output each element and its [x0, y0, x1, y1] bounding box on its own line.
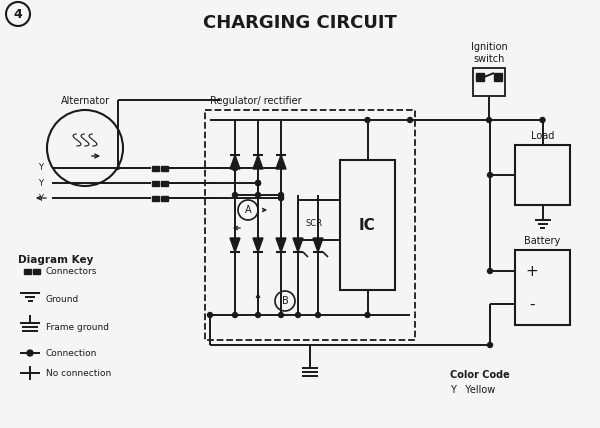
Bar [33, 268, 40, 273]
Text: No connection: No connection [46, 369, 111, 377]
Bar [152, 166, 159, 170]
Circle shape [278, 193, 284, 197]
Bar [340, 160, 395, 290]
Text: Battery: Battery [524, 236, 560, 246]
Text: SCR: SCR [305, 219, 322, 228]
Circle shape [316, 312, 320, 318]
Circle shape [208, 312, 212, 318]
Circle shape [233, 193, 238, 197]
Text: CHARGING CIRCUIT: CHARGING CIRCUIT [203, 14, 397, 32]
Bar [152, 181, 159, 185]
Bar [161, 196, 168, 200]
Text: Ground: Ground [46, 294, 79, 303]
Circle shape [256, 193, 260, 197]
Circle shape [256, 312, 260, 318]
Circle shape [487, 118, 491, 122]
Circle shape [278, 312, 284, 318]
Bar [494, 73, 502, 81]
Text: Y: Y [38, 163, 44, 172]
Polygon shape [253, 155, 263, 169]
Circle shape [278, 196, 284, 200]
Bar [161, 181, 168, 185]
Polygon shape [293, 238, 303, 252]
Text: Diagram Key: Diagram Key [18, 255, 94, 265]
Text: -: - [529, 297, 534, 312]
Text: A: A [245, 205, 251, 215]
Text: Color Code: Color Code [450, 370, 510, 380]
Circle shape [296, 312, 301, 318]
Text: 4: 4 [14, 8, 22, 21]
Circle shape [487, 172, 493, 178]
Bar [476, 73, 484, 81]
Circle shape [233, 312, 238, 318]
Text: Y: Y [38, 178, 44, 187]
Polygon shape [313, 238, 323, 252]
Text: Y: Y [38, 193, 44, 202]
Circle shape [256, 181, 260, 185]
Circle shape [407, 118, 413, 122]
Polygon shape [230, 238, 240, 252]
Circle shape [233, 166, 238, 170]
Bar [161, 166, 168, 170]
Circle shape [256, 181, 260, 185]
Bar [515, 250, 570, 325]
Circle shape [233, 166, 238, 170]
Text: +: + [525, 264, 538, 279]
Bar [24, 268, 31, 273]
Text: Y   Yellow: Y Yellow [450, 385, 495, 395]
Circle shape [487, 268, 493, 273]
Polygon shape [230, 155, 240, 169]
Circle shape [365, 118, 370, 122]
Text: Regulator/ rectifier: Regulator/ rectifier [210, 96, 302, 106]
Text: B: B [281, 296, 289, 306]
Text: IC: IC [359, 217, 376, 232]
Text: Connection: Connection [46, 348, 97, 357]
Polygon shape [253, 238, 263, 252]
Text: Connectors: Connectors [46, 267, 97, 276]
Bar [515, 145, 570, 205]
Circle shape [27, 350, 33, 356]
Text: Alternator: Alternator [61, 96, 110, 106]
Bar [205, 110, 415, 340]
Text: Ignition
switch: Ignition switch [470, 42, 508, 64]
Text: Load: Load [531, 131, 554, 141]
Bar [473, 68, 505, 96]
Circle shape [487, 342, 493, 348]
Text: Frame ground: Frame ground [46, 323, 109, 332]
Bar [152, 196, 159, 200]
Polygon shape [276, 238, 286, 252]
Circle shape [540, 118, 545, 122]
Polygon shape [276, 155, 286, 169]
Circle shape [278, 196, 284, 200]
Circle shape [365, 312, 370, 318]
